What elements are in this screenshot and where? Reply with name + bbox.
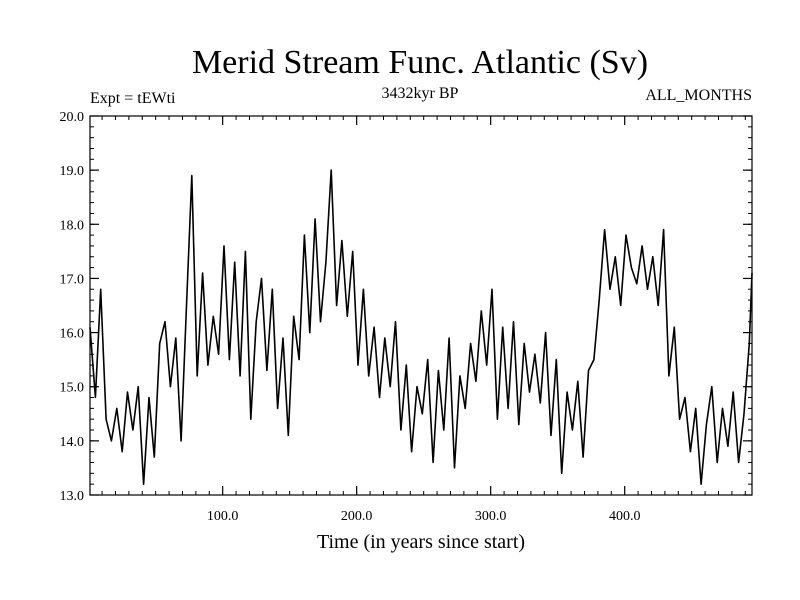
chart-title: Merid Stream Func. Atlantic (Sv) bbox=[192, 44, 648, 81]
y-tick-label-2: 15.0 bbox=[60, 381, 85, 396]
y-tick-label-3: 16.0 bbox=[60, 327, 85, 342]
experiment-label: Expt = tEWti bbox=[90, 90, 176, 107]
y-tick-label-7: 20.0 bbox=[60, 110, 85, 125]
x-tick-label-1: 200.0 bbox=[341, 509, 373, 524]
months-label: ALL_MONTHS bbox=[645, 87, 752, 104]
x-tick-label-3: 400.0 bbox=[609, 509, 641, 524]
x-tick-label-2: 300.0 bbox=[475, 509, 507, 524]
x-tick-label-0: 100.0 bbox=[207, 509, 239, 524]
y-axis: 13.0 14.0 15.0 16.0 17.0 18.0 19.0 20.0 bbox=[60, 110, 752, 504]
y-tick-label-4: 17.0 bbox=[60, 272, 85, 287]
series-line-0 bbox=[89, 169, 753, 486]
y-tick-label-0: 13.0 bbox=[60, 489, 85, 504]
series-group bbox=[89, 169, 753, 486]
y-tick-label-5: 18.0 bbox=[60, 218, 85, 233]
y-tick-label-1: 14.0 bbox=[60, 435, 85, 450]
x-axis-label: Time (in years since start) bbox=[317, 531, 525, 553]
period-label: 3432kyr BP bbox=[382, 85, 459, 102]
x-axis: 100.0 200.0 300.0 400.0 bbox=[101, 116, 746, 524]
plot-frame bbox=[89, 115, 753, 496]
y-tick-label-6: 19.0 bbox=[60, 164, 85, 179]
